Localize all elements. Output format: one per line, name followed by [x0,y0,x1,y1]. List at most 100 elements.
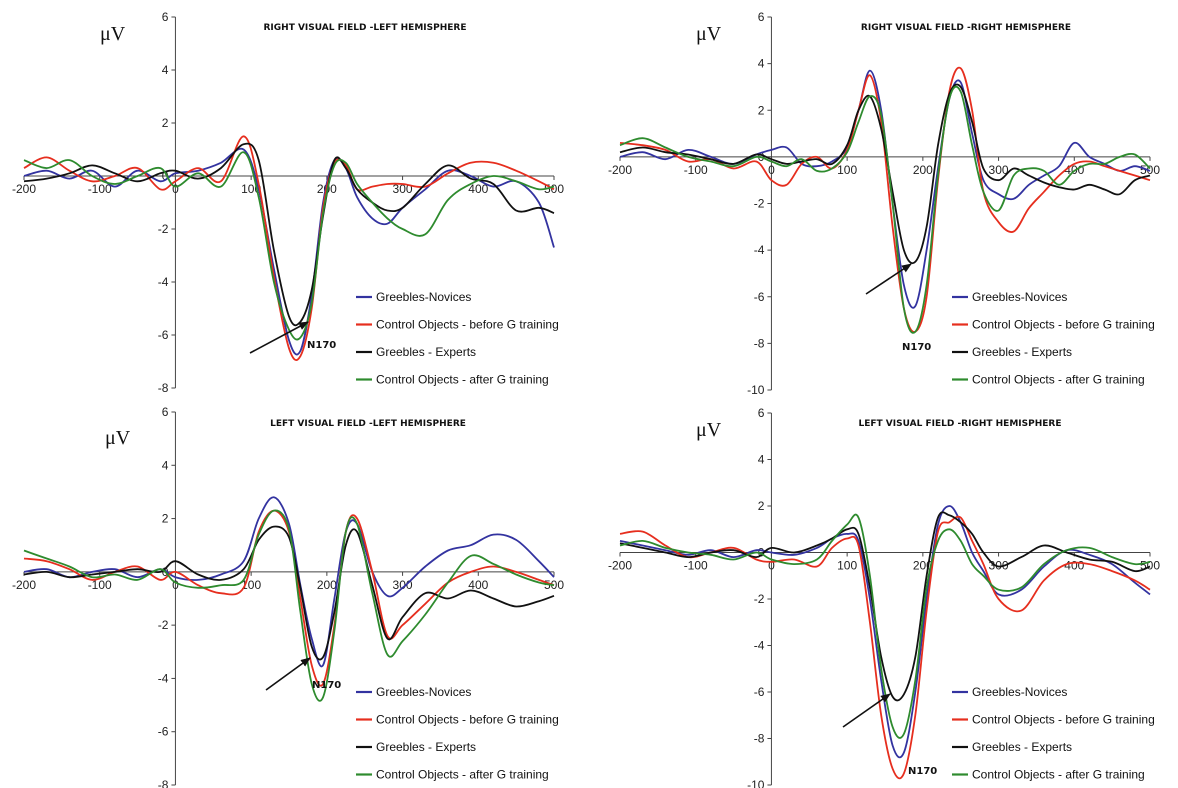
chart-title: LEFT VISUAL FIELD -LEFT HEMISPHERE [270,419,466,429]
y-tick-label: -8 [158,381,169,395]
y-tick-label: 2 [162,116,169,130]
x-tick-label: 300 [393,578,413,592]
y-tick-label: -6 [158,328,169,342]
n170-label: N170 [902,342,931,353]
y-tick-label: 6 [758,406,765,420]
series-line-2 [619,515,1151,780]
y-tick-label: 2 [162,512,169,526]
y-tick-label: -10 [747,383,765,397]
series-line-3 [23,525,555,661]
legend: Greebles-Novices Control Objects - before… [952,290,1155,387]
y-tick-label: -10 [747,778,765,788]
series-line-3 [619,83,1151,265]
legend-entry: Greebles - Experts [376,740,476,754]
x-tick-label: 100 [837,163,857,177]
legend: Greebles-Novices Control Objects - before… [356,290,559,387]
x-tick-label: 500 [1140,163,1160,177]
y-tick-label: 4 [162,63,169,77]
x-tick-label: -200 [12,182,36,196]
series-line-1 [23,496,555,668]
y-tick-label: -4 [158,275,169,289]
series-line-1 [23,147,555,356]
y-tick-label: -6 [754,290,765,304]
legend-entry: Control Objects - before G training [376,318,559,332]
x-tick-label: -200 [608,559,632,573]
x-tick-label: 0 [768,163,775,177]
n170-label: N170 [307,340,336,351]
n170-arrow [865,263,912,295]
x-tick-label: -200 [608,163,632,177]
x-tick-label: -100 [684,163,708,177]
y-tick-label: -8 [754,336,765,350]
y-tick-label: -2 [754,197,765,211]
legend-entry: Greebles-Novices [972,290,1067,304]
y-tick-label: 2 [758,499,765,513]
series-line-2 [619,66,1151,333]
series-line-3 [23,142,555,327]
x-tick-label: 500 [544,578,564,592]
y-unit-label: μV [696,23,722,45]
x-tick-label: -100 [88,578,112,592]
series-line-1 [619,505,1151,759]
legend: Greebles-Novices Control Objects - before… [952,685,1155,782]
series-line-4 [619,513,1151,739]
y-tick-label: -4 [158,671,169,685]
legend-entry: Greebles - Experts [972,740,1072,754]
x-tick-label: 0 [172,182,179,196]
y-tick-label: 4 [758,453,765,467]
y-tick-label: -2 [158,222,169,236]
legend: Greebles-Novices Control Objects - before… [356,685,559,782]
chart-title: RIGHT VISUAL FIELD -RIGHT HEMISPHERE [861,23,1071,33]
y-tick-label: 4 [162,458,169,472]
legend-entry: Greebles - Experts [972,345,1072,359]
n170-arrow [265,657,311,691]
n170-arrow [249,321,309,354]
legend-entry: Control Objects - before G training [972,713,1155,727]
y-tick-label: -8 [158,778,169,788]
x-tick-label: 400 [468,182,488,196]
y-tick-label: 6 [758,10,765,24]
legend-entry: Greebles-Novices [972,685,1067,699]
y-tick-label: -4 [754,243,765,257]
x-tick-label: 100 [837,559,857,573]
legend-entry: Control Objects - after G training [972,373,1145,387]
legend-entry: Control Objects - after G training [376,768,549,782]
y-tick-label: 6 [162,405,169,419]
y-tick-label: -6 [158,725,169,739]
y-unit-label: μV [105,427,131,449]
x-tick-label: 300 [989,163,1009,177]
legend-entry: Greebles - Experts [376,345,476,359]
y-tick-label: 0 [162,169,169,183]
legend-entry: Greebles-Novices [376,685,471,699]
legend-entry: Greebles-Novices [376,290,471,304]
legend-entry: Control Objects - after G training [972,768,1145,782]
x-tick-label: 300 [989,559,1009,573]
legend-entry: Control Objects - after G training [376,373,549,387]
n170-arrow [842,693,891,728]
legend-entry: Control Objects - before G training [376,713,559,727]
x-tick-label: 400 [1064,559,1084,573]
series-line-4 [619,85,1151,334]
x-tick-label: 0 [172,578,179,592]
x-tick-label: -200 [12,578,36,592]
y-unit-label: μV [100,23,126,45]
y-tick-label: -4 [754,639,765,653]
y-tick-label: 4 [758,57,765,71]
x-tick-label: -100 [684,559,708,573]
series-line-3 [619,511,1151,702]
y-tick-label: 0 [758,546,765,560]
n170-label: N170 [908,766,937,777]
n170-label: N170 [312,680,341,691]
y-tick-label: -6 [754,685,765,699]
y-tick-label: -8 [754,732,765,746]
y-unit-label: μV [696,419,722,441]
x-tick-label: 0 [768,559,775,573]
y-tick-label: -2 [158,618,169,632]
y-tick-label: -2 [754,592,765,606]
chart-title: RIGHT VISUAL FIELD -LEFT HEMISPHERE [264,23,467,33]
y-tick-label: 2 [758,103,765,117]
